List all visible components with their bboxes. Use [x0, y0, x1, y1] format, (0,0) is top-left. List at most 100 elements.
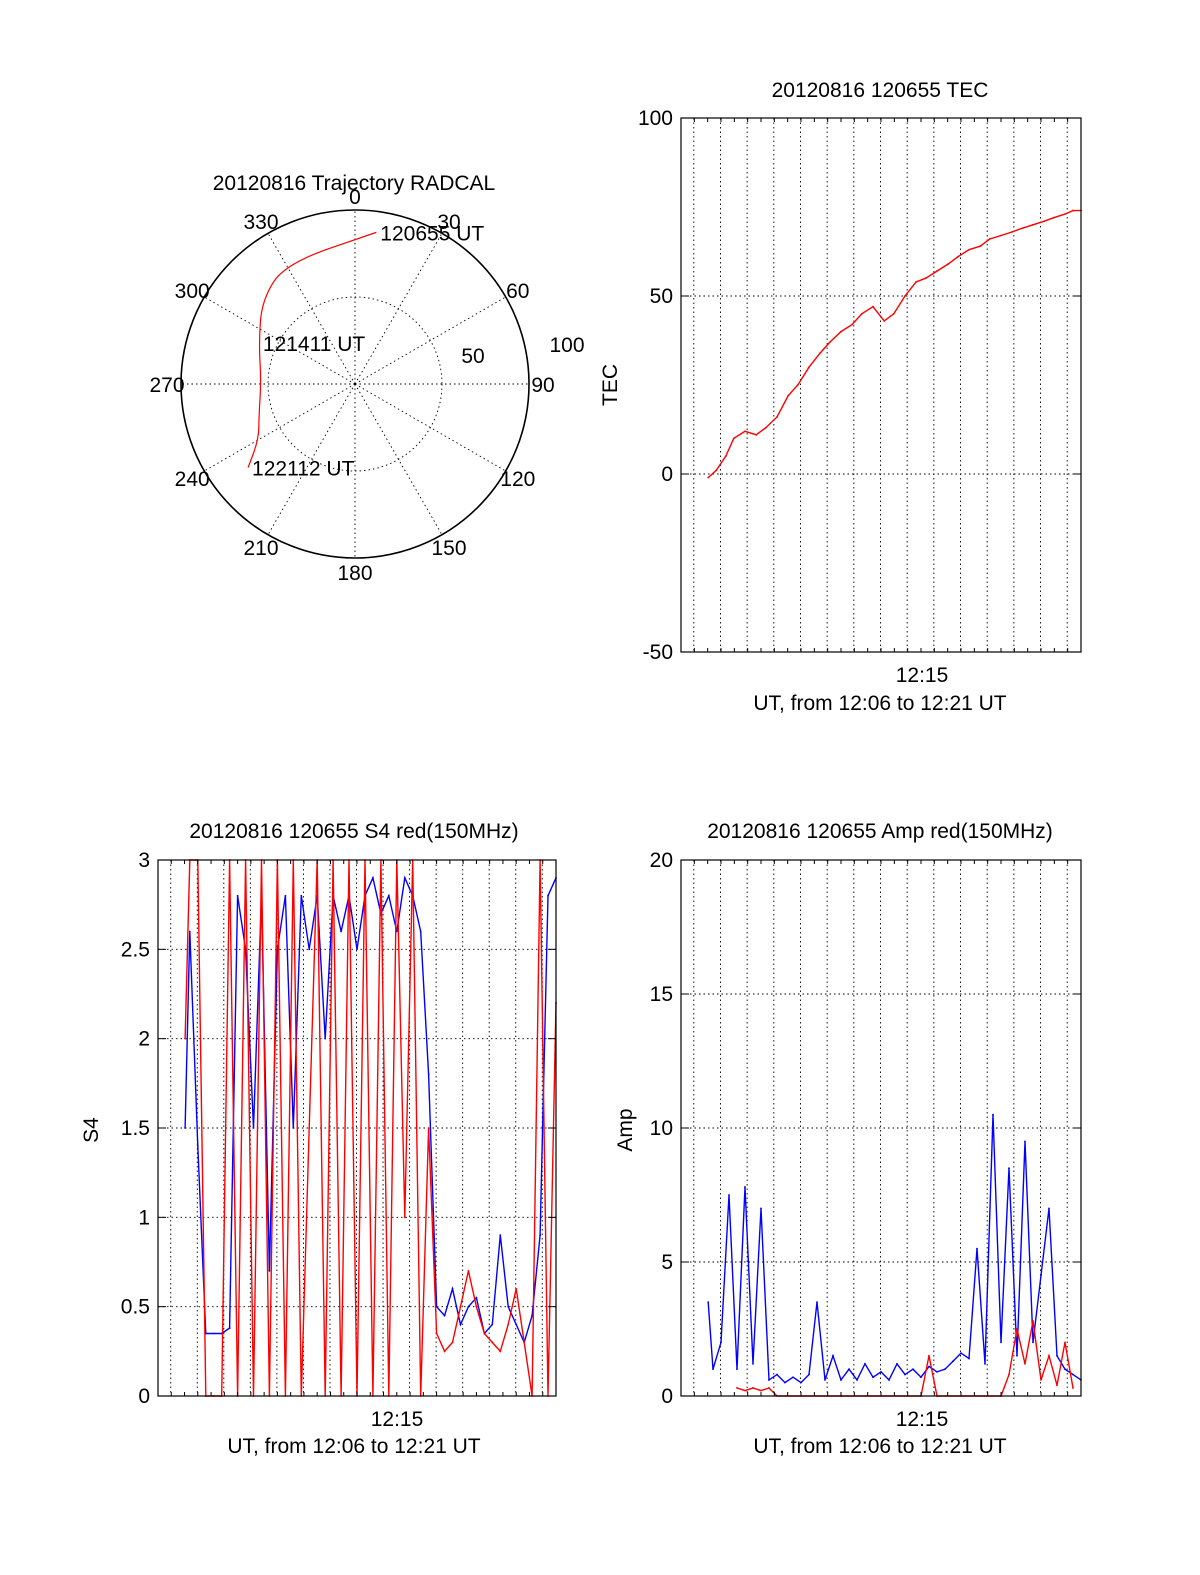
data-point: [864, 1362, 866, 1365]
polar-azimuth-labels: 0 30 60 90 120 150 180 210 240 270 300 330: [149, 186, 554, 585]
data-point: [1040, 1379, 1042, 1381]
data-point: [936, 1370, 938, 1373]
data-point: [1032, 1341, 1034, 1344]
amp-panel: 20120816 120655 Amp red(150MHz) 0 5 10 15 20…: [614, 820, 1082, 1458]
y-tick-label: 2: [138, 1028, 150, 1051]
data-point: [1048, 1207, 1050, 1210]
data-point: [292, 1127, 295, 1129]
s4-y-ticks: 0 0.5 1 1.5 2 2.5 3: [121, 849, 557, 1408]
tec-grid: [681, 118, 1081, 652]
amp-x-axis-label: UT, from 12:06 to 12:21 UT: [753, 1435, 1006, 1458]
y-tick-label: 5: [661, 1251, 673, 1274]
trajectory-track: [247, 231, 377, 468]
polar-azimuth-label: 240: [175, 468, 210, 491]
y-tick-label: 20: [650, 849, 673, 872]
polar-spoke: [354, 383, 443, 535]
data-point: [752, 1387, 754, 1389]
tec-series: [707, 209, 1082, 479]
tec-x-tick-label: 12:15: [896, 664, 949, 687]
data-point: [188, 930, 191, 933]
data-point: [956, 255, 959, 258]
s4-grid: [158, 860, 556, 1396]
tec-frame: [680, 117, 1082, 653]
data-point: [924, 277, 927, 280]
polar-azimuth-label: 30: [437, 211, 460, 234]
data-point: [419, 930, 422, 933]
data-point: [904, 295, 906, 297]
data-point: [784, 1381, 786, 1384]
polar-azimuth-label: 210: [243, 537, 278, 560]
data-point: [443, 1350, 446, 1353]
s4-x-axis-label: UT, from 12:06 to 12:21 UT: [227, 1435, 480, 1458]
data-point: [988, 238, 991, 240]
data-point: [308, 948, 311, 951]
data-point: [515, 1323, 518, 1326]
data-point: [244, 948, 247, 951]
polar-ring-label-50: 50: [461, 345, 484, 368]
data-point: [531, 1314, 534, 1317]
tec-panel: 20120816 120655 TEC -50 0 50 100 12:15 UT, …: [599, 79, 1082, 715]
data-point: [300, 894, 303, 897]
data-point: [776, 416, 778, 418]
data-point: [832, 1354, 834, 1357]
data-point: [184, 1127, 186, 1129]
data-point: [236, 894, 239, 897]
data-point: [1024, 1140, 1026, 1143]
data-point: [268, 1270, 271, 1272]
data-point: [491, 1341, 494, 1344]
amp-y-axis-label: Amp: [614, 1108, 637, 1151]
series-line: [184, 859, 557, 1397]
data-point: [475, 1296, 478, 1299]
y-tick-label: 100: [638, 107, 673, 130]
data-point: [915, 280, 918, 283]
data-point: [1008, 1373, 1010, 1376]
data-point: [712, 1368, 714, 1371]
data-point: [1072, 1387, 1074, 1389]
data-point: [1052, 216, 1055, 219]
series-line: [707, 209, 1081, 479]
data-point: [764, 426, 767, 429]
data-point: [819, 352, 822, 354]
data-point: [928, 1365, 930, 1368]
data-point: [768, 1379, 770, 1381]
data-point: [1064, 1368, 1066, 1371]
data-point: [443, 1314, 446, 1317]
series-line: [707, 1114, 1082, 1384]
data-point: [840, 330, 842, 333]
data-point: [1024, 1362, 1026, 1365]
s4-panel: 20120816 120655 S4 red(150MHz) 0 0.5 1 1.5 2…: [80, 820, 557, 1458]
y-tick-label: 50: [650, 285, 673, 308]
data-point: [276, 948, 279, 951]
trajectory-title: 20120816 Trajectory RADCAL: [213, 172, 496, 195]
data-point: [539, 1234, 541, 1237]
data-point: [1032, 223, 1034, 226]
data-point: [435, 1332, 438, 1335]
y-tick-label: 0: [138, 1385, 150, 1408]
trajectory-time-label: 120655 UT: [380, 222, 484, 245]
data-point: [872, 1376, 874, 1379]
data-point: [936, 270, 938, 272]
data-point: [1064, 1341, 1066, 1344]
data-point: [1016, 1354, 1018, 1357]
data-point: [483, 1332, 486, 1335]
data-point: [904, 1373, 906, 1376]
data-point: [760, 1389, 762, 1392]
y-tick-label: 3: [138, 849, 150, 872]
data-point: [284, 894, 287, 897]
data-point: [459, 1323, 462, 1326]
polar-azimuth-label: 150: [431, 537, 466, 560]
polar-spoke: [354, 383, 506, 472]
polar-spokes: [181, 210, 529, 558]
amp-x-tick-label: 12:15: [896, 1408, 949, 1431]
data-point: [928, 1354, 930, 1357]
data-point: [467, 1270, 470, 1272]
data-point: [979, 245, 982, 248]
data-point: [228, 1327, 231, 1330]
data-point: [499, 1350, 502, 1353]
data-point: [744, 1186, 746, 1188]
data-point: [459, 1305, 462, 1308]
y-tick-label: 15: [650, 983, 673, 1006]
data-point: [828, 341, 831, 344]
tec-y-ticks: -50 0 50 100: [638, 107, 1082, 664]
data-point: [1000, 234, 1002, 237]
